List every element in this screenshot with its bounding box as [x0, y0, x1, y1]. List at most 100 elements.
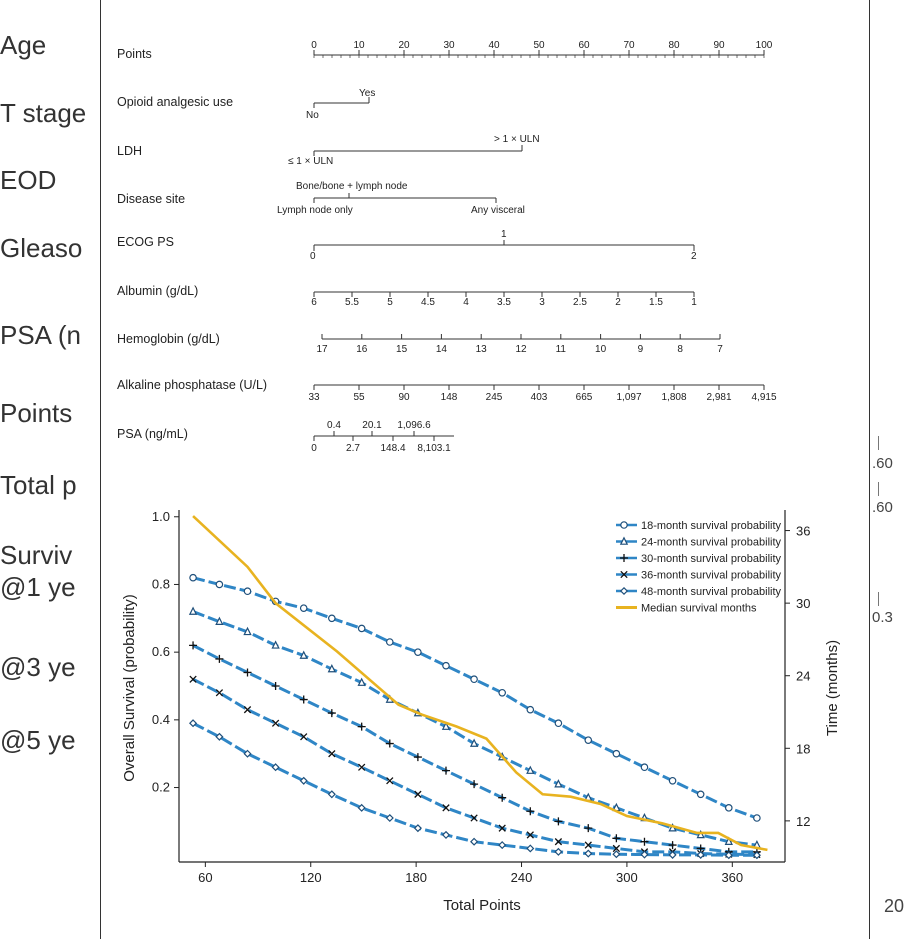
- slide-label-1-year: @1 ye: [0, 572, 76, 602]
- data-point: [299, 776, 308, 785]
- tick-label: 20.1: [362, 420, 382, 431]
- nomogram-label-points: Points: [117, 47, 152, 61]
- y2-tick-label: 12: [796, 814, 810, 829]
- data-point: [413, 753, 422, 762]
- y2-tick-label: 24: [796, 669, 810, 684]
- x-tick-label: 240: [511, 870, 533, 885]
- data-point: [386, 777, 394, 785]
- tick-label: Yes: [359, 88, 375, 99]
- x-tick-label: 360: [721, 870, 743, 885]
- tick-label: 17: [316, 344, 328, 355]
- nomogram-label-alk-phos: Alkaline phosphatase (U/L): [117, 378, 268, 392]
- data-point: [584, 841, 592, 849]
- data-point: [414, 648, 422, 656]
- data-point: [243, 626, 252, 636]
- data-point: [620, 570, 628, 579]
- data-point: [441, 766, 450, 775]
- tick-label: 4,915: [751, 392, 776, 403]
- x-tick-label: 300: [616, 870, 638, 885]
- y2-tick-label: 18: [796, 741, 810, 756]
- tick-label: 0: [311, 443, 317, 454]
- tick-label: 60: [578, 40, 590, 51]
- nomogram-label-opioid: Opioid analgesic use: [117, 95, 234, 109]
- right-tick: [878, 482, 879, 496]
- hemoglobin-scale: 17 16 15 14 13 12 11 10 9 8 7: [316, 334, 723, 355]
- tick-label: 148.4: [380, 443, 405, 454]
- nomogram-label-albumin: Albumin (g/dL): [117, 284, 199, 298]
- data-point: [554, 817, 563, 826]
- nomogram-label-ecog: ECOG PS: [117, 235, 174, 249]
- data-point: [243, 749, 252, 758]
- tick-label: 70: [623, 40, 635, 51]
- tick-label: 2.5: [573, 297, 587, 308]
- tick-label: 245: [486, 392, 503, 403]
- data-point: [554, 838, 563, 846]
- data-point: [640, 763, 649, 772]
- legend: 18-month survival probability 24-month su…: [616, 520, 782, 615]
- y-tick-label: 1.0: [152, 509, 170, 524]
- legend-label: 36-month survival probability: [641, 570, 782, 582]
- data-point: [357, 677, 366, 686]
- tick-label: 16: [356, 344, 368, 355]
- y-tick-label: 0.4: [152, 712, 170, 727]
- tick-label: 0: [310, 251, 316, 262]
- tick-label: 2,981: [706, 392, 731, 403]
- x-tick-label: 60: [198, 870, 212, 885]
- data-point: [724, 836, 733, 845]
- alk-phos-scale: 33 55 90 148 245 403 665 1,097 1,808 2,981 4,915: [308, 384, 777, 403]
- y-tick-label: 0.8: [152, 576, 170, 591]
- series-3: [189, 641, 761, 856]
- tick-label: 20: [398, 40, 410, 51]
- x-axis-title: Total Points: [443, 897, 521, 914]
- data-point: [271, 719, 280, 727]
- right-label: .60: [872, 499, 893, 516]
- y2-axis-title: Time (months): [824, 640, 841, 736]
- nomogram-label-disease-site: Disease site: [117, 192, 186, 206]
- data-point: [271, 763, 280, 772]
- data-point: [243, 587, 252, 596]
- tick-label: 13: [476, 344, 488, 355]
- nomogram-label-psa: PSA (ng/mL): [117, 427, 188, 441]
- data-point: [470, 675, 478, 684]
- data-point: [469, 738, 479, 747]
- tick-label: 30: [443, 40, 455, 51]
- tick-label: 5.5: [345, 297, 359, 308]
- albumin-scale: 6 5.5 5 4.5 4 3.5 3 2.5 2 1.5 1: [311, 291, 697, 308]
- survival-chart: 60 120 180 240 300 360 0.2 0.4 0.6 0.8 1.0 12 18 24 30…: [121, 509, 841, 914]
- data-point: [243, 668, 252, 677]
- tick-label: 2: [691, 251, 697, 262]
- slide-label-survival: Surviv: [0, 540, 73, 570]
- tick-label: 4: [463, 297, 469, 308]
- tick-label: 1.5: [649, 297, 663, 308]
- data-point: [215, 616, 224, 625]
- tick-label: 100: [756, 40, 773, 51]
- nomogram: 0 10 20 30 40 50 60 70 80 90 100 Yes No > 1 × ULN …: [277, 40, 777, 454]
- tick-label: 4.5: [421, 297, 435, 308]
- legend-label: 30-month survival probability: [641, 553, 782, 565]
- figure-panel: Points Opioid analgesic use LDH Disease …: [100, 0, 870, 939]
- data-point: [189, 675, 197, 683]
- data-point: [188, 606, 198, 615]
- data-point: [498, 793, 507, 802]
- data-point: [554, 847, 563, 856]
- tick-label: 1,097: [616, 392, 641, 403]
- y-tick-label: 0.2: [152, 780, 170, 795]
- data-point: [584, 824, 593, 833]
- data-point: [526, 765, 535, 774]
- tick-label: 1,808: [661, 392, 686, 403]
- tick-label: 2.7: [346, 443, 360, 454]
- tick-label: 1,096.6: [397, 420, 431, 431]
- slide-label-gleason: Gleaso: [0, 233, 83, 263]
- data-point: [668, 776, 677, 785]
- data-point: [620, 554, 628, 562]
- data-point: [189, 719, 198, 728]
- points-scale: 0 10 20 30 40 50 60 70 80 90 100: [311, 40, 773, 58]
- data-point: [357, 722, 366, 731]
- data-point: [498, 824, 506, 832]
- tick-label: 8,103.1: [417, 443, 451, 454]
- data-point: [526, 831, 534, 839]
- x-tick-label: 180: [405, 870, 427, 885]
- data-point: [189, 641, 198, 650]
- data-point: [584, 849, 593, 858]
- data-point: [357, 803, 366, 812]
